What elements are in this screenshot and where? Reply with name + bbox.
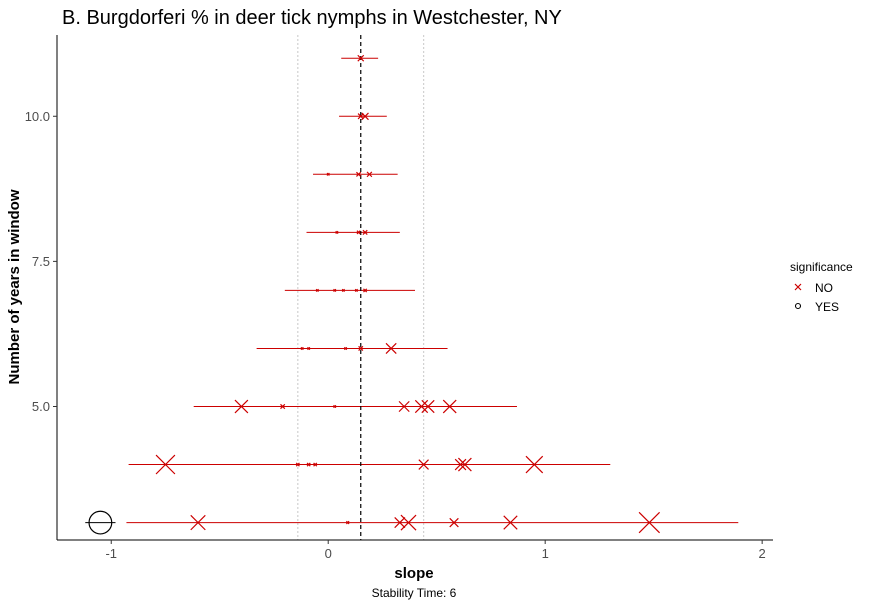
x-tick-label: 1 [542,546,549,561]
legend-key-x-icon [794,283,802,291]
legend: significance NO YES [790,260,853,314]
legend-item-no: NO [794,281,833,295]
point-no-13 [363,288,368,293]
point-no-26 [155,454,176,475]
axes: -1 0 1 2 5.0 7.5 10.0 [25,35,773,561]
legend-item-yes: YES [794,300,839,314]
legend-title: significance [790,260,853,274]
x-tick-label: 0 [325,546,332,561]
point-no-8 [362,229,368,235]
point-no-34 [345,520,350,525]
x-axis-title: slope [394,565,433,582]
point-no-11 [341,288,346,293]
point-no-18 [385,342,397,355]
point-no-30 [418,459,429,470]
point-no-33 [525,455,544,474]
plot-area [85,35,739,540]
chart-title: B. Burgdorferi % in deer tick nymphs in … [62,7,562,29]
point-no-37 [400,514,417,531]
point-no-38 [449,517,459,528]
y-tick-label: 5.0 [32,399,50,414]
point-no-21 [333,404,337,409]
point-no-15 [307,346,311,351]
point-no-24 [421,399,435,414]
point-no-2 [361,112,369,121]
point-no-9 [315,288,319,293]
point-no-16 [343,346,348,351]
point-no-5 [366,171,373,178]
point-no-39 [503,515,518,530]
point-no-32 [457,457,472,472]
point-no-35 [190,514,206,531]
point-no-17 [358,345,364,352]
point-no-22 [398,400,410,413]
point-no-6 [335,230,339,234]
point-no-3 [326,172,330,176]
point-no-10 [333,288,337,293]
point-yes-41 [85,510,116,535]
point-no-0 [357,54,365,62]
point-no-7 [356,230,361,235]
point-no-4 [356,171,362,177]
x-tick-label: 2 [759,546,766,561]
legend-label-no: NO [815,281,833,295]
point-no-29 [313,462,318,467]
y-tick-label: 10.0 [25,109,50,124]
point-no-28 [306,462,311,467]
point-no-40 [638,511,661,534]
legend-label-yes: YES [815,300,839,314]
point-no-27 [295,462,300,467]
y-tick-label: 7.5 [32,254,50,269]
point-no-25 [442,399,457,414]
point-no-12 [354,288,359,293]
point-no-31 [454,458,467,471]
point-no-20 [280,403,286,410]
chart-caption: Stability Time: 6 [372,586,457,600]
point-no-23 [414,399,429,414]
y-axis-title: Number of years in window [6,189,23,384]
x-tick-label: -1 [105,546,117,561]
point-no-36 [394,517,406,529]
point-no-14 [300,346,304,351]
point-no-19 [234,399,249,414]
legend-key-circle-icon [794,302,802,310]
